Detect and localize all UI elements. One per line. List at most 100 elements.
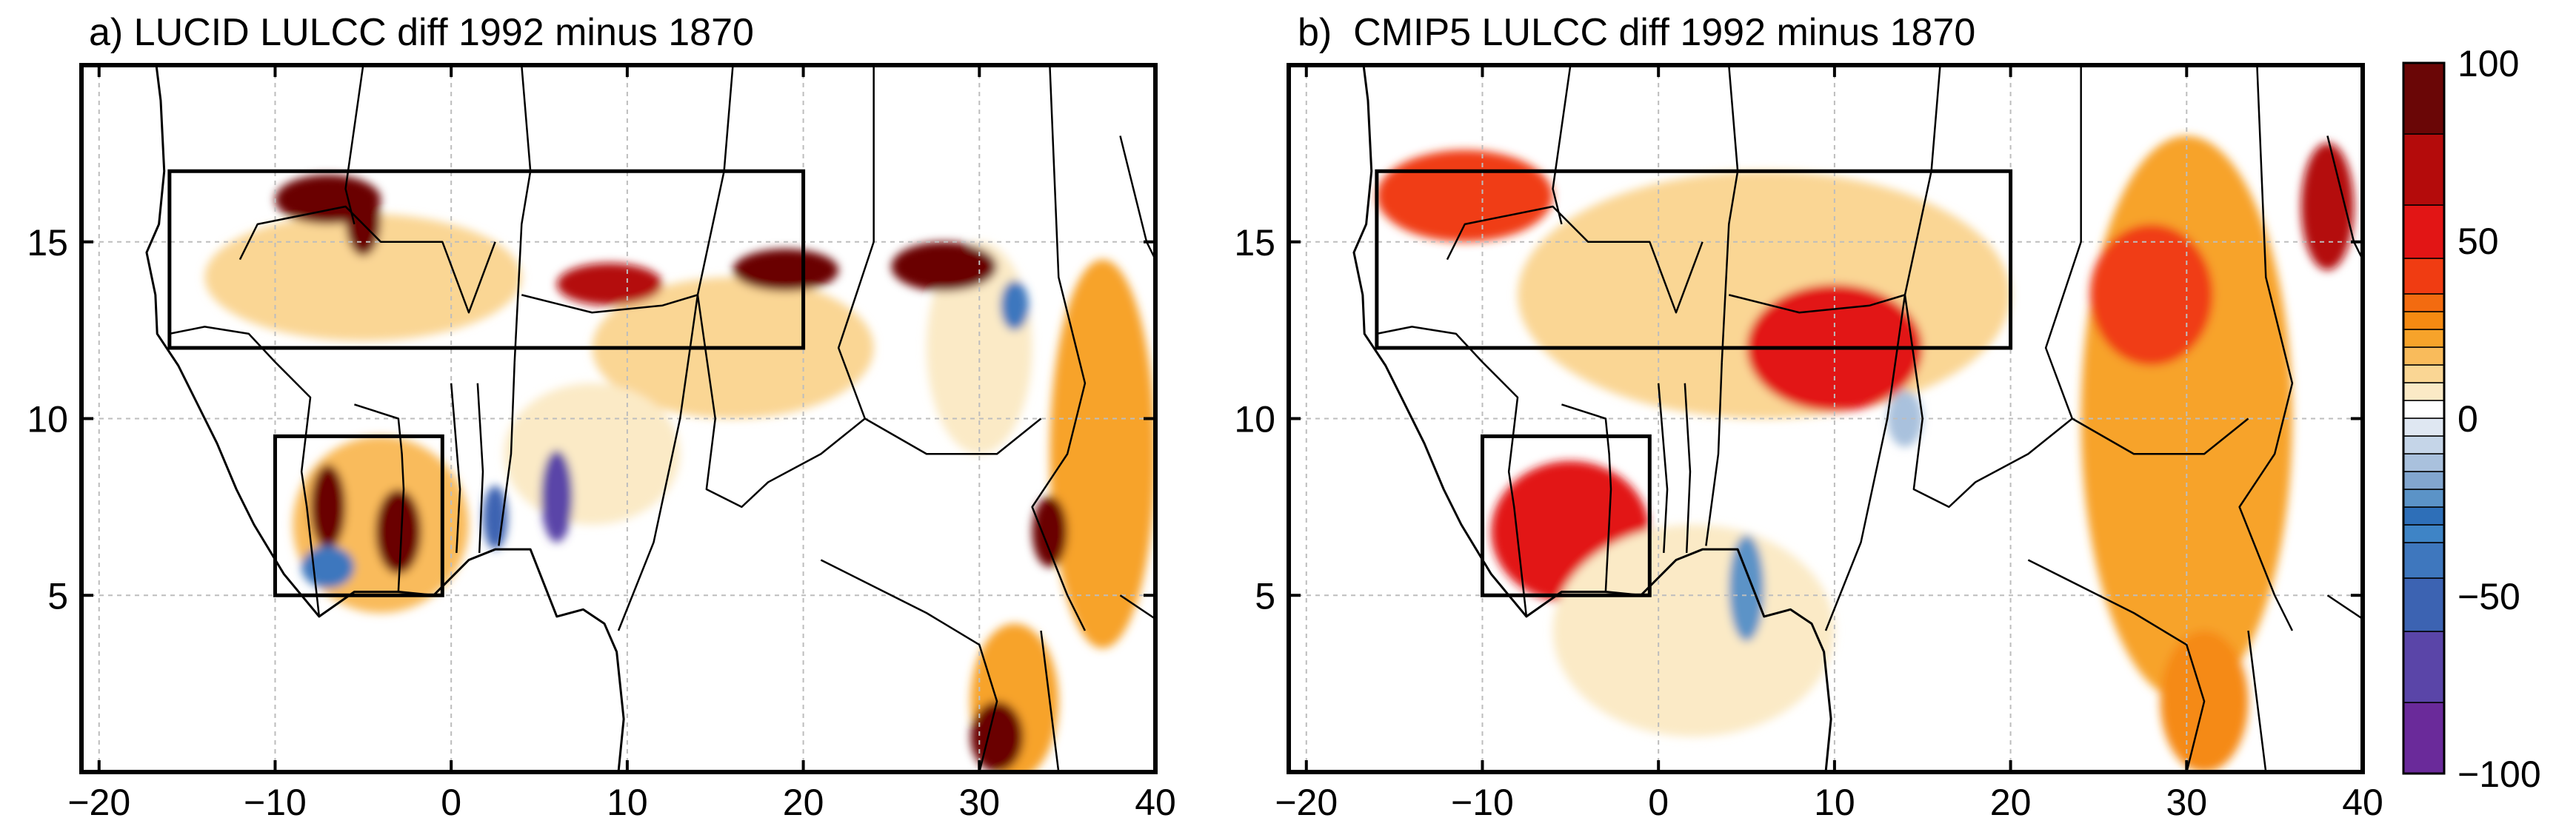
anomaly-patch xyxy=(310,464,346,550)
country-border xyxy=(169,326,321,617)
anomaly-patch xyxy=(1376,150,1553,242)
country-border xyxy=(1446,205,1704,314)
colorbar-swatch xyxy=(2403,204,2445,259)
x-tick-label: −10 xyxy=(244,782,307,823)
country-border xyxy=(1824,65,1941,631)
country-border xyxy=(696,295,866,509)
country-border xyxy=(2027,559,2206,772)
colorbar-swatch xyxy=(2403,702,2445,774)
country-border xyxy=(837,65,1042,455)
country-border xyxy=(354,403,405,592)
country-border xyxy=(2044,65,2249,455)
anomaly-patch xyxy=(556,263,663,306)
anomaly-patch xyxy=(2089,224,2213,366)
colorbar-swatch xyxy=(2403,542,2445,579)
country-border xyxy=(1684,383,1692,554)
colorbar-label: 100 xyxy=(2457,43,2519,84)
anomaly-patch xyxy=(1729,535,1764,642)
panel-a-title: a) LUCID LULCC diff 1992 minus 1870 xyxy=(89,11,754,54)
anomaly-patch xyxy=(1050,259,1155,648)
colorbar: 100 50 0 −50 −100 xyxy=(2402,43,2541,795)
anomaly-patch xyxy=(1032,496,1068,568)
x-tick-label: 10 xyxy=(1814,782,1855,823)
x-tick-label: 10 xyxy=(607,782,648,823)
colorbar-frame xyxy=(2402,61,2446,775)
country-border xyxy=(2247,630,2267,772)
anomaly-patch xyxy=(375,489,421,574)
x-tick-label: 30 xyxy=(958,782,1000,823)
x-tick-label: −10 xyxy=(1451,782,1514,823)
country-border xyxy=(1657,383,1669,554)
country-border xyxy=(2239,65,2241,66)
country-border xyxy=(476,383,484,554)
colorbar-swatch xyxy=(2403,346,2445,366)
anomaly-patch xyxy=(733,249,839,292)
country-border xyxy=(344,65,364,225)
colorbar-swatch xyxy=(2403,364,2445,383)
country-border xyxy=(450,383,461,554)
country-border xyxy=(1728,294,1906,314)
country-border xyxy=(1552,65,1572,225)
colorbar-label: −50 xyxy=(2457,576,2520,617)
colorbar-swatch xyxy=(2403,62,2445,135)
shaded-field xyxy=(81,65,1155,772)
y-tick-label: 5 xyxy=(1255,575,1275,617)
colorbar-swatch xyxy=(2403,631,2445,703)
country-border xyxy=(820,559,998,772)
gridlines xyxy=(1289,65,2363,772)
colorbar-swatch xyxy=(2403,489,2445,508)
colorbar-label: 50 xyxy=(2457,221,2499,262)
country-border xyxy=(498,362,516,546)
country-border xyxy=(617,65,734,631)
colorbar-swatch xyxy=(2403,382,2445,401)
colorbar-swatch xyxy=(2403,435,2445,454)
y-tick-label: 10 xyxy=(1234,399,1275,440)
country-border xyxy=(1040,630,1060,772)
panel-b-title: b) CMIP5 LULCC diff 1992 minus 1870 xyxy=(1298,11,1976,54)
y-tick-label: 10 xyxy=(27,399,68,440)
anomaly-patch xyxy=(504,383,681,525)
y-tick-label: 5 xyxy=(47,575,68,617)
country-border xyxy=(2326,594,2363,620)
colorbar-label: −100 xyxy=(2457,754,2541,795)
colorbar-swatch xyxy=(2403,471,2445,490)
colorbar-swatch xyxy=(2403,258,2445,295)
country-border xyxy=(1903,295,2073,509)
region-box xyxy=(273,434,444,597)
x-tick-label: 40 xyxy=(1135,782,1176,823)
colorbar-swatch xyxy=(2403,417,2445,437)
colorbar-swatch xyxy=(2403,506,2445,526)
country-border xyxy=(1561,403,1612,592)
anomaly-patch xyxy=(1000,281,1029,331)
shaded-field xyxy=(1289,65,2363,772)
anomaly-patch xyxy=(541,450,573,543)
x-tick-label: 40 xyxy=(2342,782,2383,823)
anomaly-patch xyxy=(482,486,508,550)
country-border xyxy=(2238,65,2294,631)
anomaly-patch xyxy=(345,185,381,256)
colorbar-swatch xyxy=(2403,524,2445,543)
colorbar-swatch xyxy=(2403,311,2445,330)
region-box xyxy=(1375,169,2013,350)
anomaly-patch xyxy=(2300,143,2355,270)
country-border xyxy=(1031,65,1087,631)
country-border xyxy=(1032,65,1034,66)
country-border xyxy=(1119,594,1155,620)
colorbar-swatch xyxy=(2403,400,2445,419)
anomaly-patch xyxy=(204,213,522,341)
x-tick-label: 0 xyxy=(441,782,461,823)
panel-b-map: −20 −10 0 10 20 30 40 5 10 15 xyxy=(1234,63,2383,823)
colorbar-swatch xyxy=(2403,577,2445,632)
country-border xyxy=(1721,65,1739,363)
colorbar-swatch xyxy=(2403,133,2445,206)
anomaly-patch xyxy=(301,546,355,588)
x-tick-label: −20 xyxy=(67,782,130,823)
colorbar-swatch xyxy=(2403,293,2445,312)
y-tick-label: 15 xyxy=(27,222,68,264)
x-tick-label: 0 xyxy=(1648,782,1669,823)
region-box xyxy=(1480,434,1652,597)
colorbar-label: 0 xyxy=(2457,398,2478,440)
country-border xyxy=(521,294,698,314)
y-tick-label: 15 xyxy=(1234,222,1275,264)
